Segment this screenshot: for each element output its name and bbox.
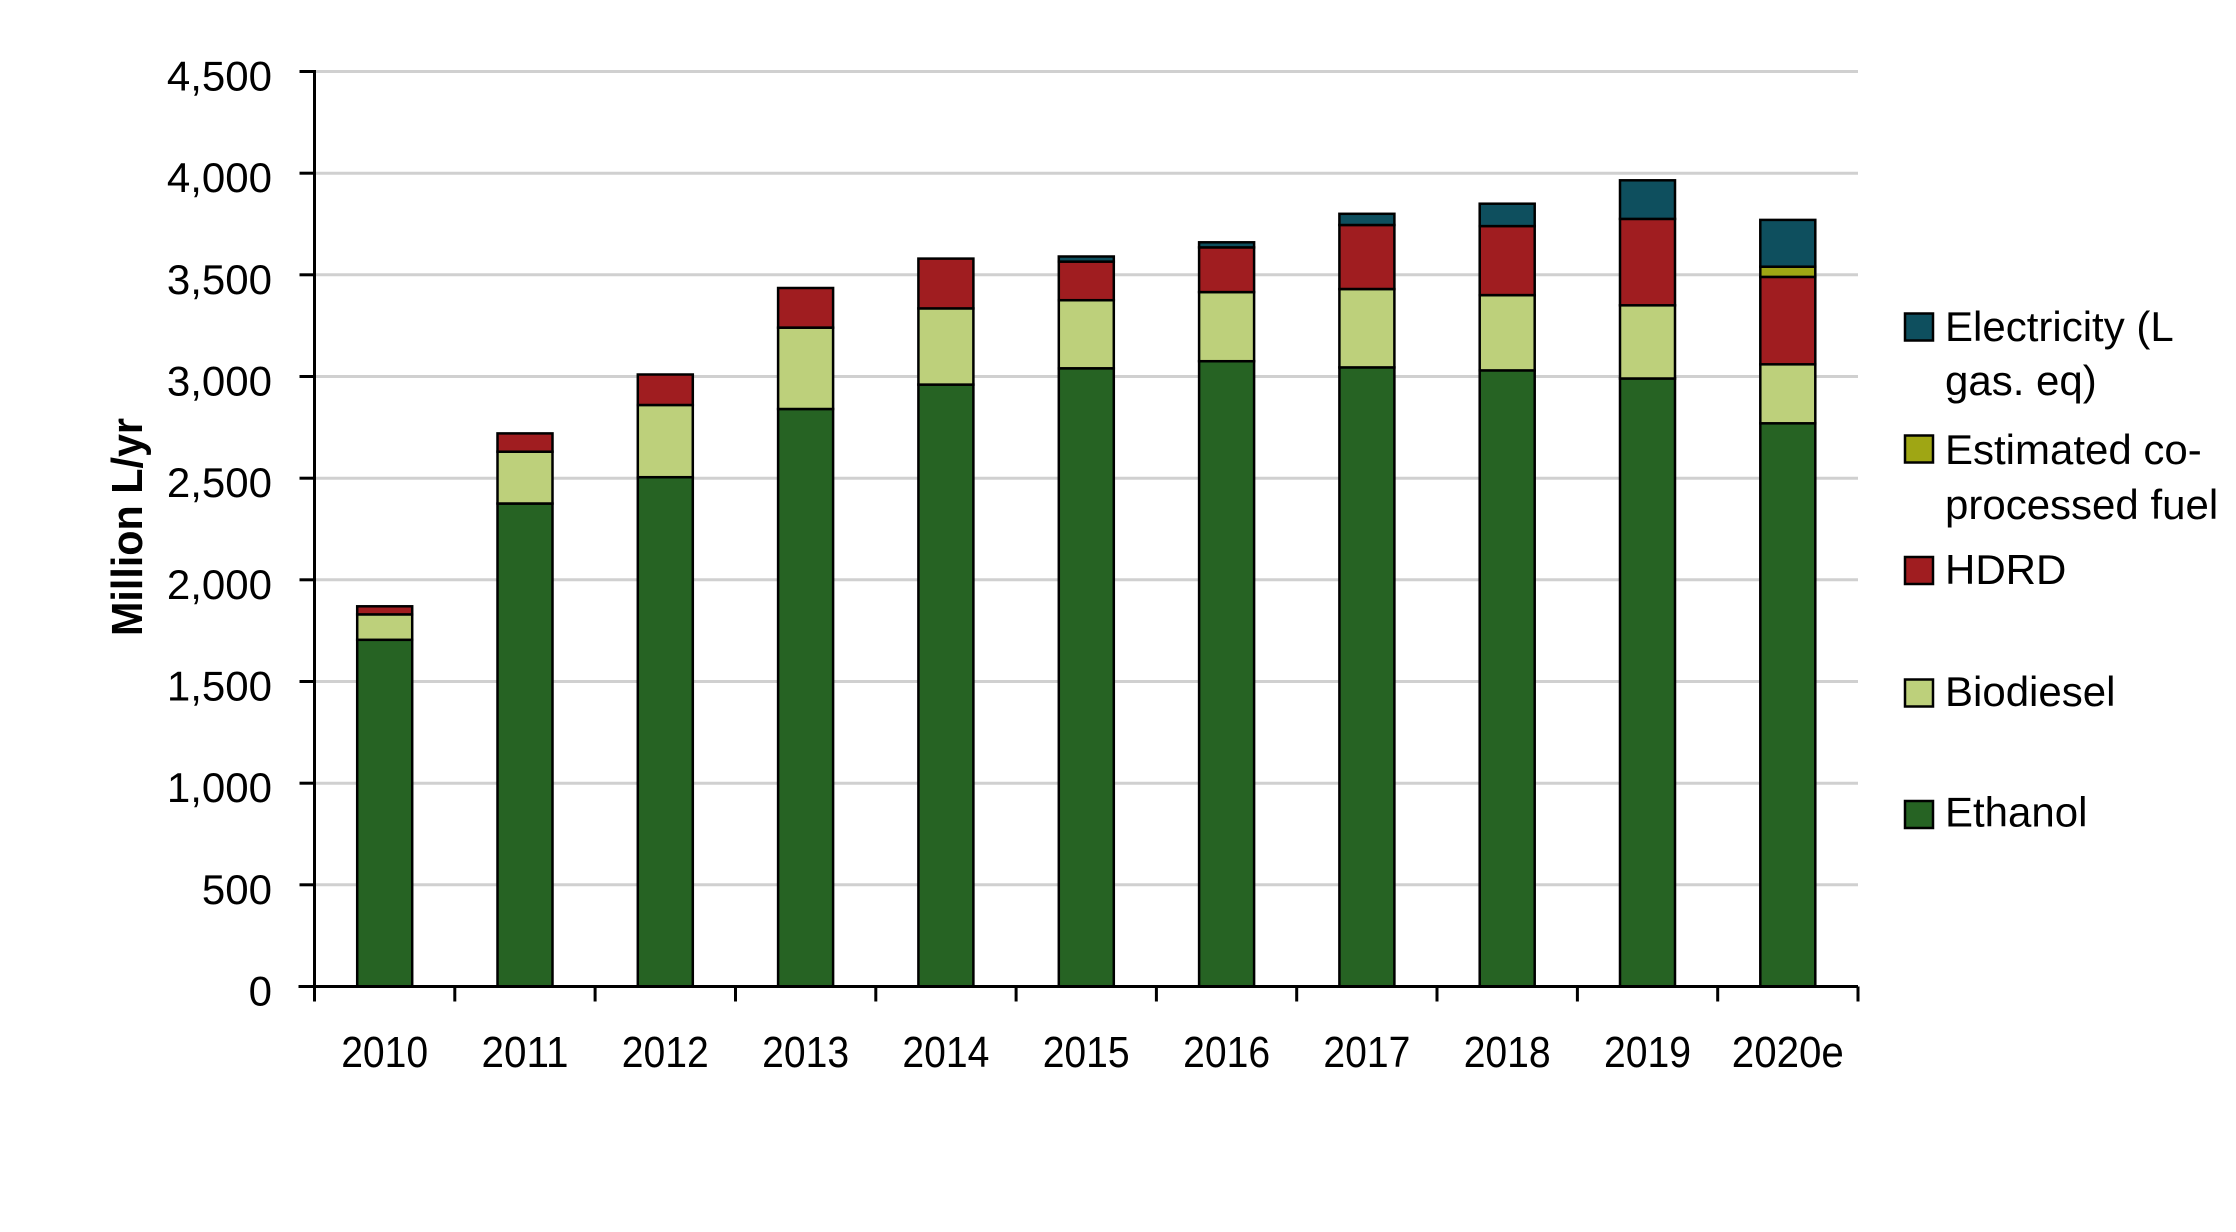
svg-text:Biodiesel: Biodiesel [1945,668,2115,715]
svg-text:2013: 2013 [762,1028,849,1077]
svg-text:gas. eq): gas. eq) [1945,357,2097,404]
svg-text:2018: 2018 [1464,1028,1551,1077]
svg-text:1,500: 1,500 [167,663,272,710]
svg-text:Ethanol: Ethanol [1945,789,2087,836]
svg-text:2019: 2019 [1604,1028,1691,1077]
svg-text:500: 500 [202,866,272,913]
svg-text:2010: 2010 [341,1028,428,1077]
svg-text:3,500: 3,500 [167,256,272,303]
svg-text:2,000: 2,000 [167,561,272,608]
svg-text:Electricity (L: Electricity (L [1945,303,2174,350]
svg-text:Million L/yr: Million L/yr [103,418,152,636]
svg-text:2020e: 2020e [1732,1028,1844,1077]
svg-text:2011: 2011 [482,1028,569,1077]
svg-text:0: 0 [249,968,272,1015]
svg-text:HDRD: HDRD [1945,546,2066,593]
svg-text:2017: 2017 [1323,1028,1410,1077]
svg-text:4,500: 4,500 [167,53,272,100]
svg-text:2,500: 2,500 [167,459,272,506]
svg-text:4,000: 4,000 [167,154,272,201]
svg-text:Estimated co-: Estimated co- [1945,426,2202,473]
svg-text:2012: 2012 [622,1028,709,1077]
svg-text:processed fuel: processed fuel [1945,481,2218,528]
svg-text:2015: 2015 [1043,1028,1130,1077]
svg-text:2014: 2014 [902,1028,989,1077]
svg-text:1,000: 1,000 [167,764,272,811]
svg-text:2016: 2016 [1183,1028,1270,1077]
svg-text:3,000: 3,000 [167,358,272,405]
